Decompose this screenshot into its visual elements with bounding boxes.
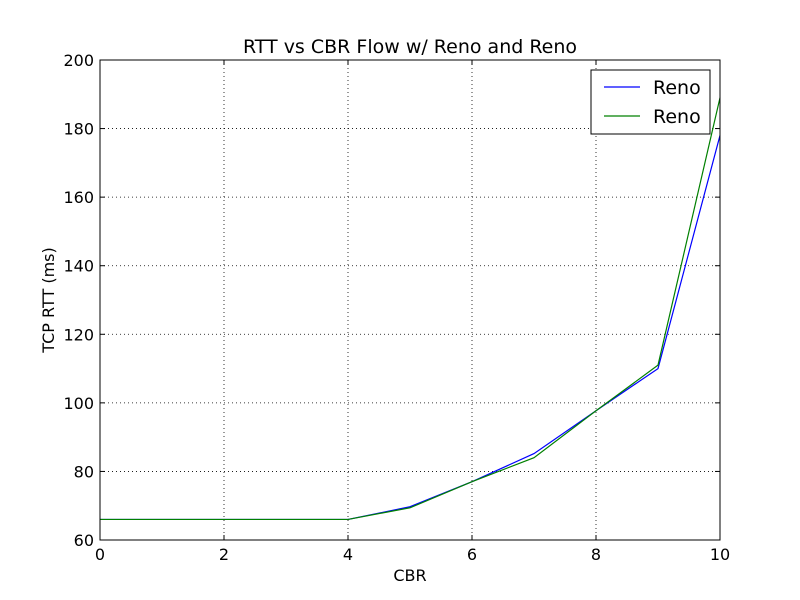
y-tick-label: 120	[63, 325, 94, 344]
y-tick-label: 160	[63, 188, 94, 207]
axis-ticks	[99, 59, 721, 541]
x-tick-label: 2	[219, 545, 229, 564]
x-tick-label: 10	[710, 545, 730, 564]
chart-title: RTT vs CBR Flow w/ Reno and Reno	[243, 36, 577, 58]
legend-box	[590, 69, 711, 135]
legend-items: Reno Reno	[604, 77, 701, 128]
y-tick-label: 80	[74, 462, 94, 481]
tick-labels: 0 2 4 6 8 10 60 80 100 120 140 160 180 200	[63, 51, 730, 564]
legend-label-2: Reno	[653, 106, 701, 128]
y-axis-label: TCP RTT (ms)	[39, 247, 58, 353]
plot-frame	[99, 59, 721, 541]
legend: Reno Reno	[590, 69, 711, 135]
y-tick-label: 140	[63, 257, 94, 276]
series-line-2	[100, 97, 721, 521]
x-tick-label: 0	[95, 545, 105, 564]
y-tick-label: 200	[63, 51, 94, 70]
x-tick-label: 8	[591, 545, 601, 564]
y-tick-label: 60	[74, 531, 94, 550]
series-lines	[100, 97, 721, 521]
y-tick-label: 180	[63, 120, 94, 139]
x-tick-label: 4	[343, 545, 353, 564]
x-tick-label: 6	[467, 545, 477, 564]
legend-label-1: Reno	[653, 77, 701, 99]
y-tick-label: 100	[63, 394, 94, 413]
x-axis-label: CBR	[393, 566, 426, 585]
